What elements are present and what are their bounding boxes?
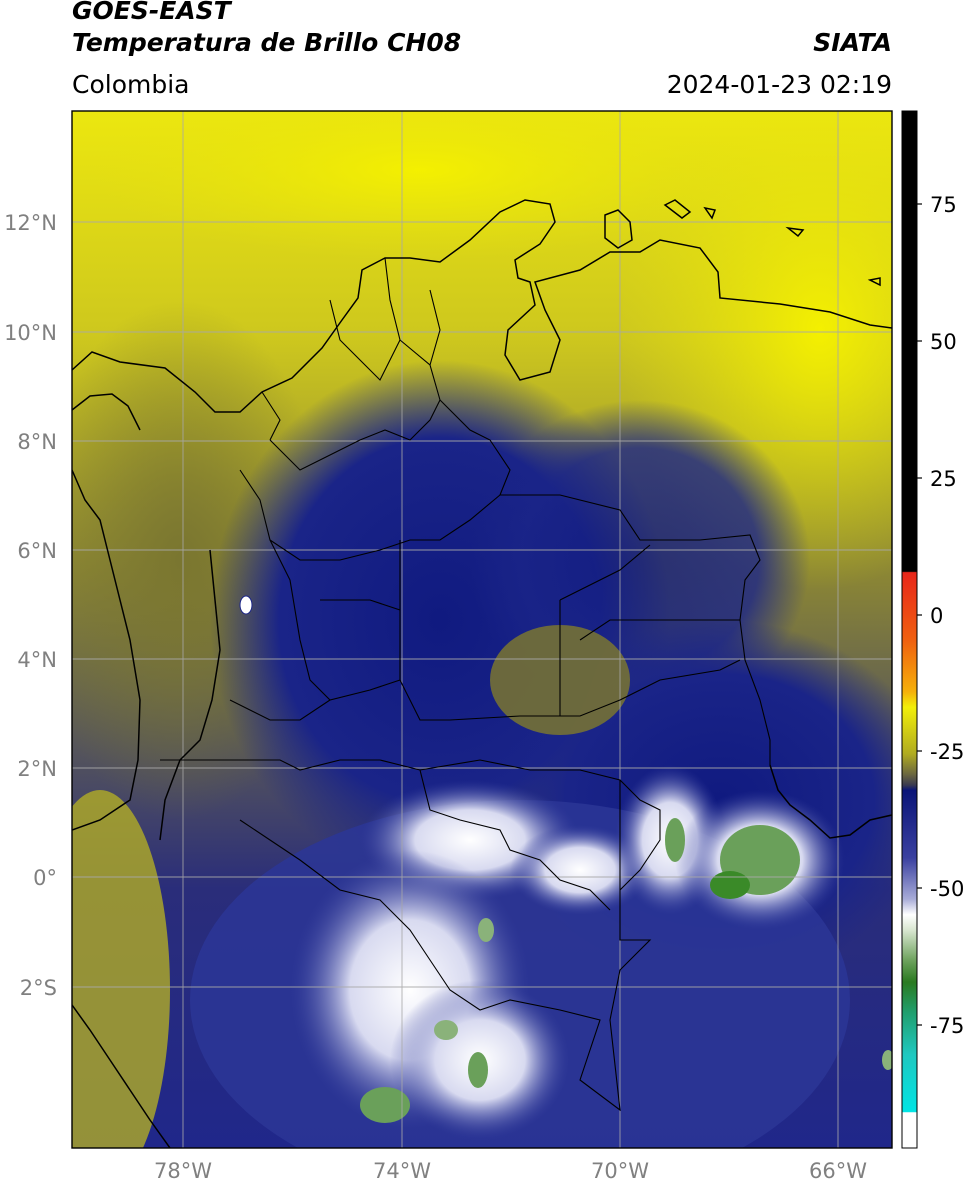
lat-label: 4°N: [17, 648, 57, 672]
lat-label: 8°N: [17, 430, 57, 454]
lat-label: 6°N: [17, 539, 57, 563]
datetime-label: 2024-01-23 02:19: [666, 70, 892, 99]
colorbar-label: -50: [930, 877, 964, 901]
lat-label: 12°N: [4, 211, 57, 235]
lat-label: 0°: [33, 866, 57, 890]
lon-label: 74°W: [373, 1159, 431, 1183]
colorbar-labels: 75 50 25 0 -25 -50 -75: [930, 193, 964, 1038]
lat-label: 2°N: [17, 757, 57, 781]
map-frame: [71, 110, 893, 1149]
lon-label: 78°W: [154, 1159, 212, 1183]
colorbar-label: -75: [930, 1014, 964, 1038]
colorbar-label: 75: [930, 193, 957, 217]
colorbar-label: 50: [930, 330, 957, 354]
longitude-labels: 78°W 74°W 70°W 66°W: [154, 1159, 867, 1183]
colorbar: [901, 110, 918, 1149]
colorbar-label: 0: [930, 604, 943, 628]
brightness-temperature-field: [72, 111, 892, 1148]
political-borders: [160, 257, 771, 1112]
lat-label: 2°S: [20, 976, 57, 1000]
region-label: Colombia: [72, 70, 190, 99]
colorbar-label: -25: [930, 740, 964, 764]
coastlines: [72, 199, 892, 1148]
product-title: Temperatura de Brillo CH08: [72, 28, 462, 57]
colorbar-label: 25: [930, 467, 957, 491]
lon-label: 70°W: [591, 1159, 649, 1183]
satellite-title: GOES-EAST: [72, 0, 231, 25]
latitude-labels: 12°N 10°N 8°N 6°N 4°N 2°N 0° 2°S: [4, 211, 57, 1000]
map-gridlines: [72, 111, 892, 1148]
colorbar-ticks: [917, 203, 922, 1026]
lat-label: 10°N: [4, 321, 57, 345]
lon-label: 66°W: [809, 1159, 867, 1183]
agency-label: SIATA: [813, 28, 892, 57]
